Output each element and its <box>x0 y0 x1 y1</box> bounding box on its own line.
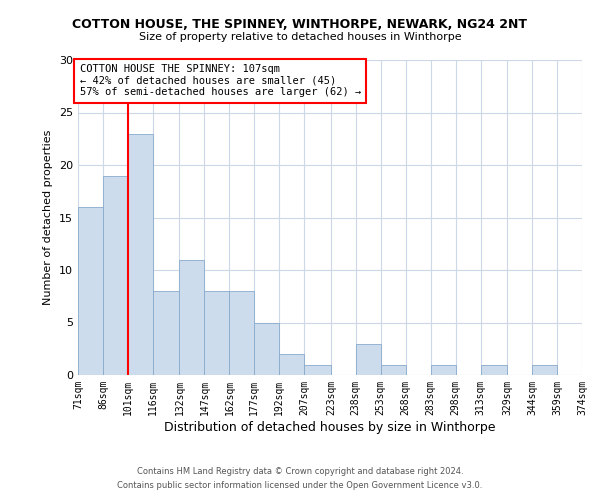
Text: COTTON HOUSE, THE SPINNEY, WINTHORPE, NEWARK, NG24 2NT: COTTON HOUSE, THE SPINNEY, WINTHORPE, NE… <box>73 18 527 30</box>
Bar <box>78 207 103 375</box>
Text: Contains HM Land Registry data © Crown copyright and database right 2024.: Contains HM Land Registry data © Crown c… <box>137 467 463 476</box>
Y-axis label: Number of detached properties: Number of detached properties <box>43 130 53 305</box>
Bar <box>153 291 179 375</box>
Bar <box>431 364 455 375</box>
Bar <box>481 364 507 375</box>
Bar <box>205 291 229 375</box>
Text: Contains public sector information licensed under the Open Government Licence v3: Contains public sector information licen… <box>118 481 482 490</box>
Text: Size of property relative to detached houses in Winthorpe: Size of property relative to detached ho… <box>139 32 461 42</box>
Bar <box>229 291 254 375</box>
Bar <box>381 364 406 375</box>
Bar <box>532 364 557 375</box>
Bar <box>254 322 279 375</box>
Bar <box>128 134 153 375</box>
Bar <box>356 344 381 375</box>
X-axis label: Distribution of detached houses by size in Winthorpe: Distribution of detached houses by size … <box>164 420 496 434</box>
Bar <box>103 176 128 375</box>
Bar <box>304 364 331 375</box>
Bar <box>279 354 304 375</box>
Bar <box>582 364 600 375</box>
Bar <box>179 260 205 375</box>
Text: COTTON HOUSE THE SPINNEY: 107sqm
← 42% of detached houses are smaller (45)
57% o: COTTON HOUSE THE SPINNEY: 107sqm ← 42% o… <box>80 64 361 98</box>
